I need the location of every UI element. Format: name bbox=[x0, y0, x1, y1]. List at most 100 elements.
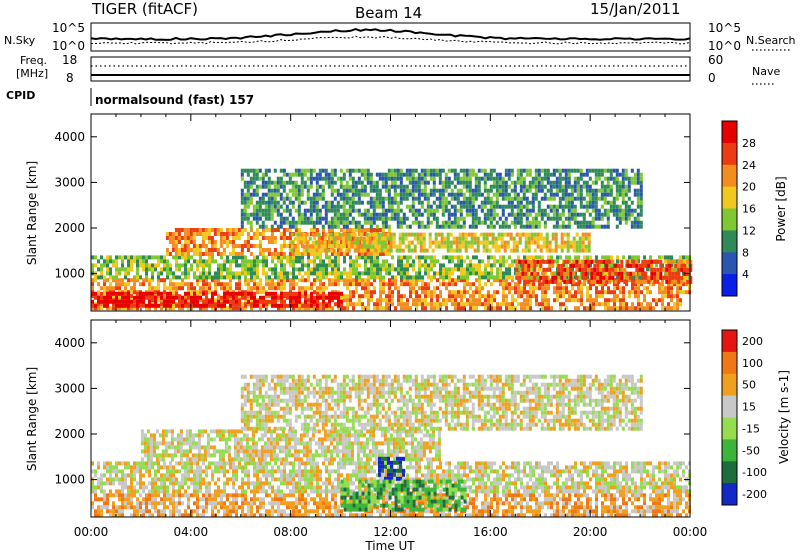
heatmap-cell bbox=[318, 252, 322, 256]
heatmap-cell bbox=[470, 240, 474, 245]
heatmap-cell bbox=[145, 306, 148, 311]
heatmap-cell bbox=[385, 263, 388, 268]
heatmap-cell bbox=[298, 306, 301, 311]
heatmap-cell bbox=[570, 204, 574, 209]
heatmap-cell bbox=[511, 263, 514, 268]
heatmap-cell bbox=[486, 200, 490, 205]
heatmap-cell bbox=[166, 295, 169, 300]
heatmap-cell bbox=[259, 290, 262, 295]
heatmap-cell bbox=[453, 196, 457, 201]
heatmap-cell bbox=[537, 172, 541, 177]
heatmap-cell bbox=[587, 244, 591, 249]
heatmap-cell bbox=[598, 290, 601, 295]
heatmap-cell bbox=[133, 282, 136, 287]
heatmap-cell bbox=[558, 200, 562, 205]
heatmap-cell bbox=[420, 204, 424, 209]
heatmap-cell bbox=[381, 228, 385, 232]
heatmap-cell bbox=[172, 255, 175, 260]
heatmap-cell bbox=[439, 271, 442, 276]
heatmap-cell bbox=[187, 303, 190, 308]
heatmap-cell bbox=[453, 216, 457, 221]
heatmap-cell bbox=[552, 172, 556, 177]
heatmap-cell bbox=[525, 216, 529, 221]
heatmap-cell bbox=[600, 188, 604, 193]
heatmap-cell bbox=[343, 259, 346, 264]
heatmap-cell bbox=[516, 212, 520, 217]
heatmap-cell bbox=[538, 302, 541, 307]
heatmap-cell bbox=[488, 232, 492, 237]
heatmap-cell bbox=[346, 271, 349, 276]
heatmap-cell bbox=[402, 172, 406, 177]
heatmap-cell bbox=[621, 216, 625, 221]
heatmap-cell bbox=[549, 208, 553, 213]
heatmap-cell bbox=[465, 176, 469, 181]
heatmap-cell bbox=[240, 244, 244, 248]
heatmap-cell bbox=[399, 208, 403, 213]
heatmap-cell bbox=[608, 275, 612, 280]
heatmap-cell bbox=[679, 286, 682, 291]
heatmap-cell bbox=[596, 267, 600, 272]
heatmap-cell bbox=[280, 295, 283, 300]
heatmap-cell bbox=[276, 208, 280, 213]
heatmap-cell bbox=[508, 271, 511, 276]
heatmap-cell bbox=[100, 295, 103, 300]
heatmap-cell bbox=[385, 282, 388, 287]
heatmap-cell bbox=[339, 176, 343, 181]
heatmap-cell bbox=[205, 497, 208, 502]
heatmap-cell bbox=[294, 168, 298, 173]
heatmap-cell bbox=[378, 192, 382, 197]
heatmap-cell bbox=[348, 204, 352, 209]
heatmap-cell bbox=[427, 286, 430, 291]
heatmap-cell bbox=[381, 200, 385, 205]
heatmap-cell bbox=[372, 184, 376, 189]
nsearch-trace bbox=[90, 35, 691, 45]
heatmap-cell bbox=[576, 196, 580, 201]
heatmap-cell bbox=[482, 244, 486, 249]
heatmap-cell bbox=[442, 263, 445, 268]
heatmap-cell bbox=[516, 208, 520, 213]
heatmap-cell bbox=[543, 196, 547, 201]
heatmap-cell bbox=[288, 208, 292, 213]
heatmap-cell bbox=[418, 298, 421, 303]
heatmap-cell bbox=[426, 180, 430, 185]
heatmap-cell bbox=[187, 295, 190, 300]
heatmap-cell bbox=[486, 208, 490, 213]
heatmap-cell bbox=[283, 275, 286, 280]
heatmap-cell bbox=[527, 244, 531, 249]
heatmap-cell bbox=[630, 224, 634, 229]
heatmap-cell bbox=[549, 188, 553, 193]
heatmap-cell bbox=[289, 295, 292, 300]
heatmap-cell bbox=[279, 192, 283, 197]
heatmap-cell bbox=[507, 184, 511, 189]
heatmap-cell bbox=[447, 224, 451, 229]
heatmap-cell bbox=[441, 168, 445, 173]
heatmap-cell bbox=[298, 291, 301, 296]
heatmap-cell bbox=[505, 271, 508, 276]
heatmap-cell bbox=[258, 208, 262, 213]
heatmap-cell bbox=[255, 188, 259, 193]
heatmap-cell bbox=[317, 232, 321, 237]
heatmap-cell bbox=[124, 271, 127, 276]
heatmap-cell bbox=[462, 172, 466, 177]
heatmap-cell bbox=[262, 303, 265, 308]
heatmap-cell bbox=[265, 294, 268, 299]
heatmap-cell bbox=[667, 282, 670, 287]
heatmap-cell bbox=[524, 248, 528, 253]
heatmap-cell bbox=[472, 306, 475, 311]
heatmap-cell bbox=[345, 220, 349, 225]
heatmap-cell bbox=[409, 290, 412, 295]
heatmap-cell bbox=[610, 263, 613, 268]
heatmap-cell bbox=[100, 267, 103, 272]
heatmap-cell bbox=[124, 505, 127, 510]
heatmap-cell bbox=[633, 208, 637, 213]
heatmap-cell bbox=[330, 244, 334, 248]
heatmap-cell bbox=[189, 248, 193, 252]
heatmap-cell bbox=[396, 204, 400, 209]
heatmap-cell bbox=[485, 236, 489, 241]
heatmap-cell bbox=[554, 240, 558, 245]
heatmap-cell bbox=[300, 172, 304, 177]
heatmap-cell bbox=[456, 188, 460, 193]
heatmap-cell bbox=[609, 192, 613, 197]
heatmap-cell bbox=[558, 212, 562, 217]
heatmap-cell bbox=[571, 282, 574, 287]
